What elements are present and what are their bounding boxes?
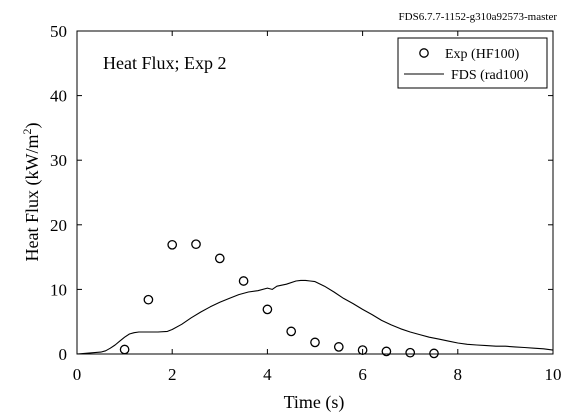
exp-point — [405, 347, 416, 358]
x-tick-label: 6 — [358, 365, 367, 384]
y-tick-label: 40 — [50, 87, 67, 106]
exp-point — [357, 345, 368, 355]
exp-point — [119, 344, 130, 355]
axis-tick-labels: 0 2 4 6 8 10 0 10 20 30 40 50 — [50, 22, 562, 384]
y-axis-label: Heat Flux (kW/m2) — [20, 123, 43, 262]
exp-series — [119, 239, 439, 359]
x-axis-label: Time (s) — [284, 392, 345, 413]
y-tick-label: 20 — [50, 216, 67, 235]
version-label: FDS6.7.7-1152-g310a92573-master — [399, 11, 558, 23]
chart-title: Heat Flux; Exp 2 — [103, 53, 227, 73]
y-axis-label-superscript: 2 — [20, 129, 34, 135]
x-tick-label: 8 — [454, 365, 463, 384]
exp-point — [238, 276, 249, 286]
exp-point — [262, 304, 273, 315]
legend-marker-exp — [419, 48, 429, 58]
exp-point — [381, 346, 392, 357]
exp-point — [429, 348, 439, 359]
y-tick-label: 50 — [50, 22, 67, 41]
exp-point — [214, 253, 225, 264]
fds-series — [76, 279, 554, 355]
x-tick-label: 10 — [545, 365, 562, 384]
exp-point — [167, 239, 178, 250]
exp-point — [286, 326, 297, 337]
y-axis-label-main: Heat Flux (kW/m — [22, 135, 43, 262]
exp-point — [310, 337, 320, 348]
legend-label-exp: Exp (HF100) — [445, 47, 520, 62]
y-tick-label: 0 — [59, 345, 68, 364]
legend-box — [397, 37, 548, 89]
exp-point — [191, 239, 201, 250]
plot-frame — [76, 30, 554, 355]
exp-point — [143, 294, 154, 305]
y-tick-label: 30 — [50, 151, 67, 170]
y-axis-label-end: ) — [22, 123, 43, 129]
legend-label-fds: FDS (rad100) — [451, 68, 529, 83]
x-tick-label: 2 — [168, 365, 177, 384]
legend: Exp (HF100) FDS (rad100) — [397, 37, 548, 89]
fds-line — [76, 279, 554, 355]
x-tick-label: 4 — [263, 365, 272, 384]
x-tick-label: 0 — [73, 365, 82, 384]
y-tick-label: 10 — [50, 280, 67, 299]
exp-point — [333, 342, 344, 352]
